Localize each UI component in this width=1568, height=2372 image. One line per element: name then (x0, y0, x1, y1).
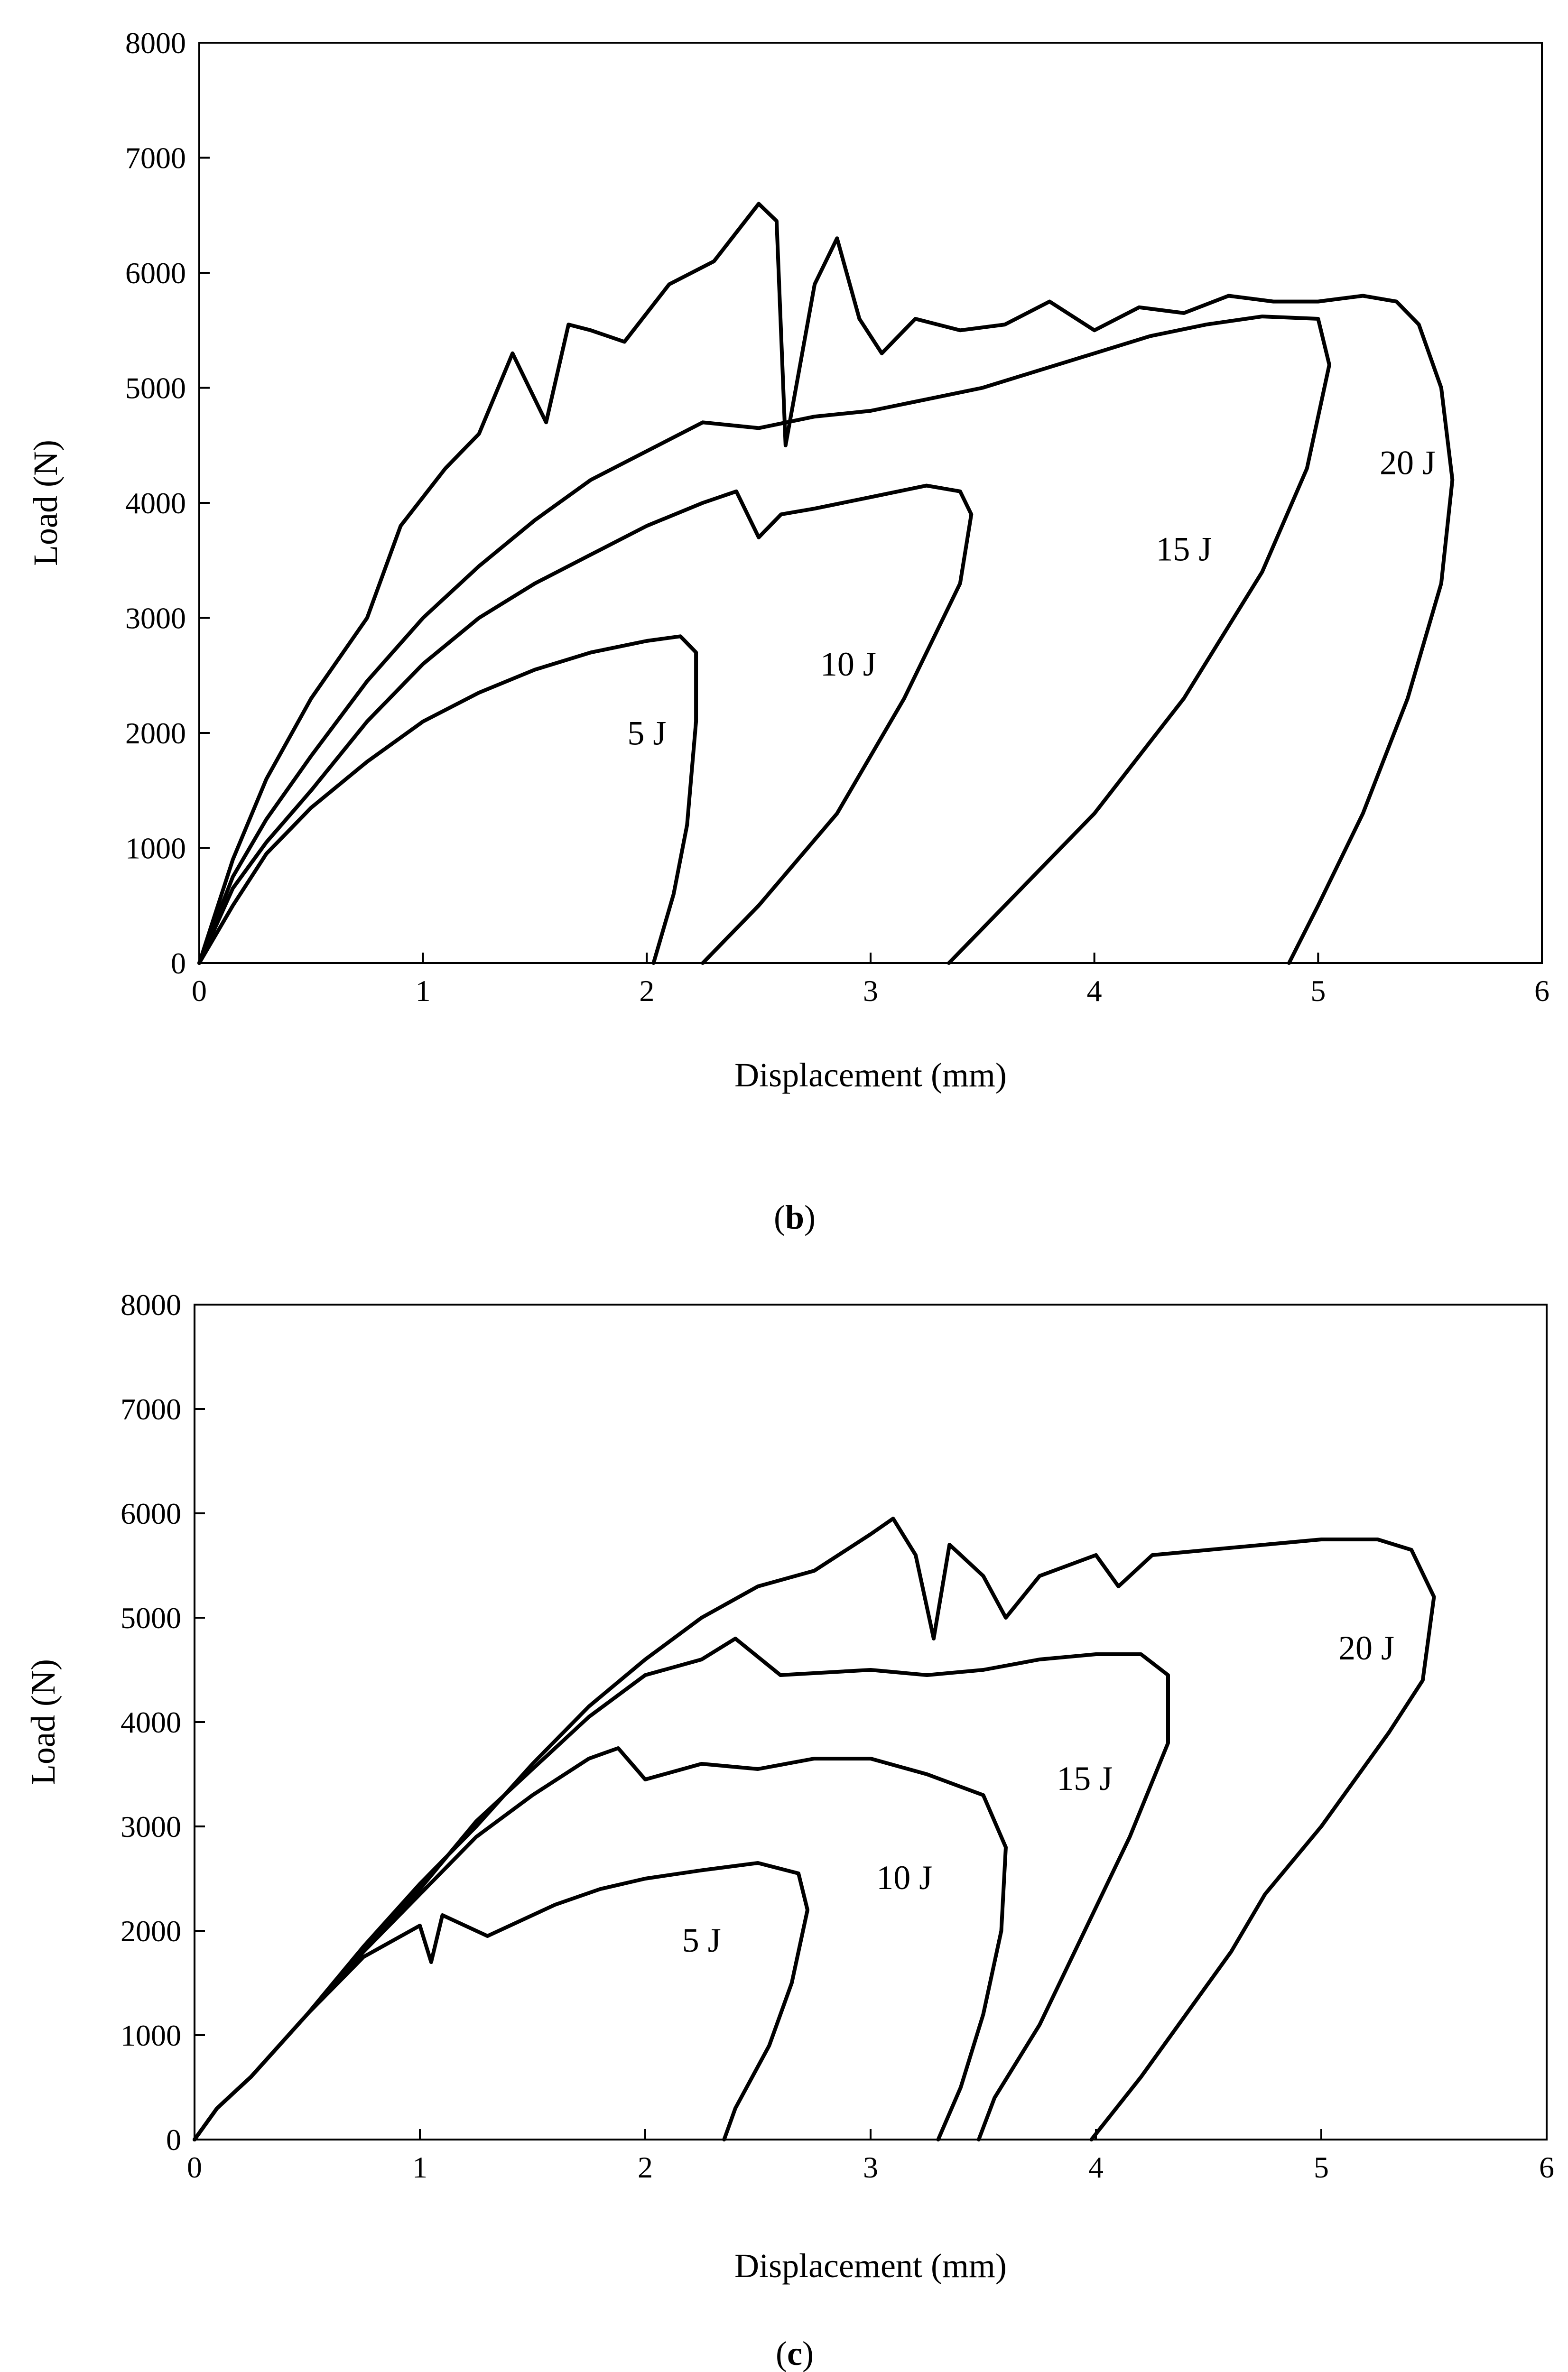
x-axis-title: Displacement (mm) (734, 1056, 1007, 1094)
series-label: 20 J (1338, 1629, 1394, 1667)
x-tick-label: 0 (192, 974, 207, 1008)
panel-c-chart: 0 1 2 3 4 5 6 0 1000 2000 3000 4000 5000 6000 7000 8000… (24, 1288, 1554, 2372)
y-tick-label: 1000 (125, 832, 186, 865)
x-tick-label: 6 (1534, 974, 1549, 1008)
panel-caption: (c) (776, 2335, 814, 2372)
x-tick-label: 3 (863, 974, 878, 1008)
panel-b-chart: 0 1 2 3 4 5 6 0 1000 2000 3000 4000 5000 6000 7000 8000… (27, 26, 1549, 1236)
y-tick-label: 4000 (121, 1705, 181, 1739)
y-axis-title: Load (N) (24, 1659, 62, 1785)
y-tick-label: 5000 (121, 1601, 181, 1635)
y-tick-label: 3000 (121, 1810, 181, 1844)
y-tick-label: 7000 (125, 141, 186, 175)
x-tick-label: 2 (638, 2150, 653, 2184)
y-tick-label: 2000 (121, 1914, 181, 1948)
series-label: 15 J (1156, 530, 1212, 568)
series-line-5j (197, 634, 698, 965)
series-label: 20 J (1380, 444, 1436, 482)
series-line-20j (193, 1517, 1436, 2141)
x-tick-label: 1 (416, 974, 431, 1008)
x-tick-label: 6 (1539, 2150, 1554, 2184)
y-tick-label: 3000 (125, 602, 186, 635)
x-tick-label: 1 (412, 2150, 427, 2184)
y-tick-label: 0 (171, 946, 186, 980)
y-tick-label: 4000 (125, 486, 186, 520)
y-tick-label: 0 (166, 2123, 181, 2157)
x-tick-label: 4 (1087, 974, 1102, 1008)
series-line-15j (193, 1637, 1170, 2141)
series-label: 15 J (1057, 1760, 1113, 1798)
series-line-10j (193, 1746, 1008, 2141)
x-tick-label: 0 (187, 2150, 202, 2184)
x-tick-label: 4 (1088, 2150, 1104, 2184)
series-label: 5 J (627, 714, 666, 752)
x-tick-label: 5 (1310, 974, 1326, 1008)
series-line-10j (197, 483, 974, 965)
y-tick-label: 7000 (121, 1392, 181, 1426)
series-label: 5 J (682, 1921, 721, 1959)
y-tick-label: 1000 (121, 2019, 181, 2052)
panel-caption: (b) (774, 1198, 816, 1236)
x-tick-label: 5 (1314, 2150, 1329, 2184)
y-tick-label: 6000 (125, 256, 186, 290)
plot-frame (194, 1304, 1548, 2140)
y-tick-label: 5000 (125, 371, 186, 405)
series-line-20j (197, 202, 1455, 965)
series-label: 10 J (820, 645, 876, 683)
y-tick-label: 8000 (121, 1288, 181, 1322)
panel-letter: b (785, 1198, 804, 1236)
x-tick-label: 2 (639, 974, 654, 1008)
series-line-15j (197, 315, 1331, 965)
panel-letter: c (787, 2335, 802, 2372)
y-tick-label: 8000 (125, 26, 186, 60)
y-tick-label: 6000 (121, 1497, 181, 1530)
series-line-5j (193, 1861, 809, 2141)
x-tick-label: 3 (863, 2150, 878, 2184)
y-axis-title: Load (N) (27, 440, 65, 566)
series-label: 10 J (876, 1859, 932, 1897)
x-axis-title: Displacement (mm) (734, 2247, 1007, 2285)
y-tick-label: 2000 (125, 716, 186, 750)
plot-frame (198, 42, 1543, 964)
